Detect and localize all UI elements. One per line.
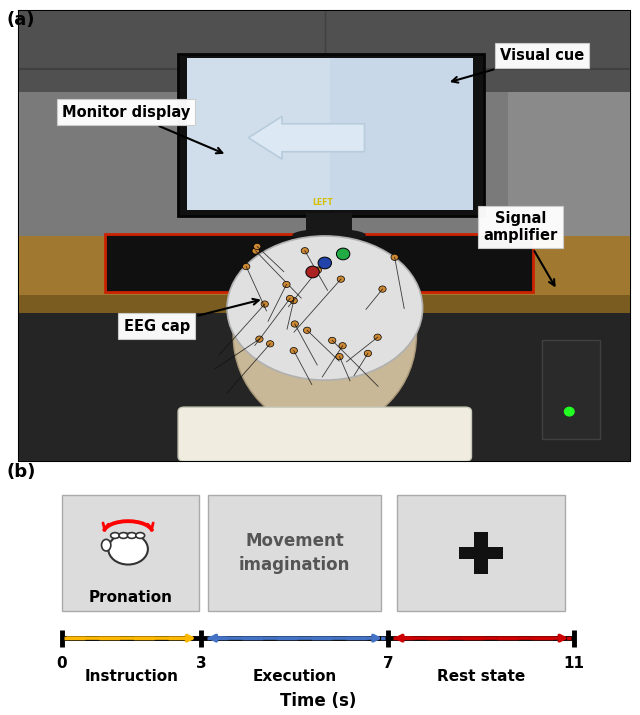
FancyArrow shape (248, 117, 365, 159)
FancyBboxPatch shape (105, 234, 532, 292)
Ellipse shape (303, 327, 311, 333)
Ellipse shape (283, 281, 290, 287)
Text: Visual cue: Visual cue (452, 49, 584, 83)
Text: Monitor display: Monitor display (62, 104, 222, 153)
FancyBboxPatch shape (397, 495, 565, 611)
Ellipse shape (374, 334, 381, 340)
FancyBboxPatch shape (188, 58, 330, 209)
Text: Signal
amplifier: Signal amplifier (483, 211, 557, 285)
Ellipse shape (286, 295, 294, 302)
Ellipse shape (227, 236, 422, 380)
Ellipse shape (290, 297, 298, 304)
Bar (19, 11, 630, 92)
Ellipse shape (336, 353, 343, 360)
Ellipse shape (102, 539, 111, 551)
FancyBboxPatch shape (61, 495, 199, 611)
FancyBboxPatch shape (188, 58, 474, 209)
Text: EEG cap: EEG cap (124, 299, 259, 333)
Ellipse shape (337, 276, 344, 282)
Ellipse shape (256, 336, 263, 342)
Bar (19, 92, 630, 245)
FancyBboxPatch shape (542, 340, 600, 439)
Text: Movement
imagination: Movement imagination (239, 532, 350, 573)
Text: (a): (a) (6, 11, 35, 29)
Ellipse shape (119, 533, 128, 538)
Ellipse shape (252, 248, 259, 254)
Ellipse shape (318, 257, 332, 269)
Ellipse shape (301, 247, 308, 254)
FancyBboxPatch shape (178, 407, 472, 461)
Ellipse shape (108, 533, 148, 565)
Text: (b): (b) (6, 463, 36, 481)
Bar (474, 532, 488, 574)
Bar (19, 236, 630, 299)
Bar (508, 92, 630, 245)
Text: Rest state: Rest state (437, 669, 525, 684)
Ellipse shape (290, 347, 298, 354)
Ellipse shape (127, 533, 136, 538)
Bar (307, 213, 352, 234)
Ellipse shape (261, 301, 268, 307)
Bar (19, 295, 630, 317)
Ellipse shape (253, 243, 261, 250)
FancyBboxPatch shape (209, 495, 381, 611)
Text: 3: 3 (196, 656, 207, 671)
Ellipse shape (328, 337, 336, 344)
Ellipse shape (291, 321, 298, 327)
Text: Execution: Execution (253, 669, 337, 684)
Ellipse shape (306, 266, 319, 278)
Text: 11: 11 (564, 656, 585, 671)
Text: Instruction: Instruction (84, 669, 179, 684)
Ellipse shape (233, 240, 417, 430)
Bar (19, 312, 630, 461)
Ellipse shape (391, 254, 398, 260)
Ellipse shape (379, 286, 386, 292)
Bar (460, 547, 503, 558)
Ellipse shape (292, 229, 365, 242)
Text: Time (s): Time (s) (280, 692, 356, 711)
Text: Pronation: Pronation (88, 590, 172, 605)
Ellipse shape (564, 407, 575, 417)
Ellipse shape (337, 248, 350, 260)
FancyBboxPatch shape (178, 54, 484, 216)
Ellipse shape (111, 533, 120, 538)
Ellipse shape (266, 340, 274, 347)
Text: LEFT: LEFT (312, 198, 333, 207)
Ellipse shape (339, 342, 346, 349)
Ellipse shape (364, 350, 372, 357)
Text: 0: 0 (56, 656, 67, 671)
Ellipse shape (314, 267, 321, 273)
Text: 7: 7 (383, 656, 393, 671)
Ellipse shape (136, 533, 145, 538)
Ellipse shape (243, 263, 250, 270)
